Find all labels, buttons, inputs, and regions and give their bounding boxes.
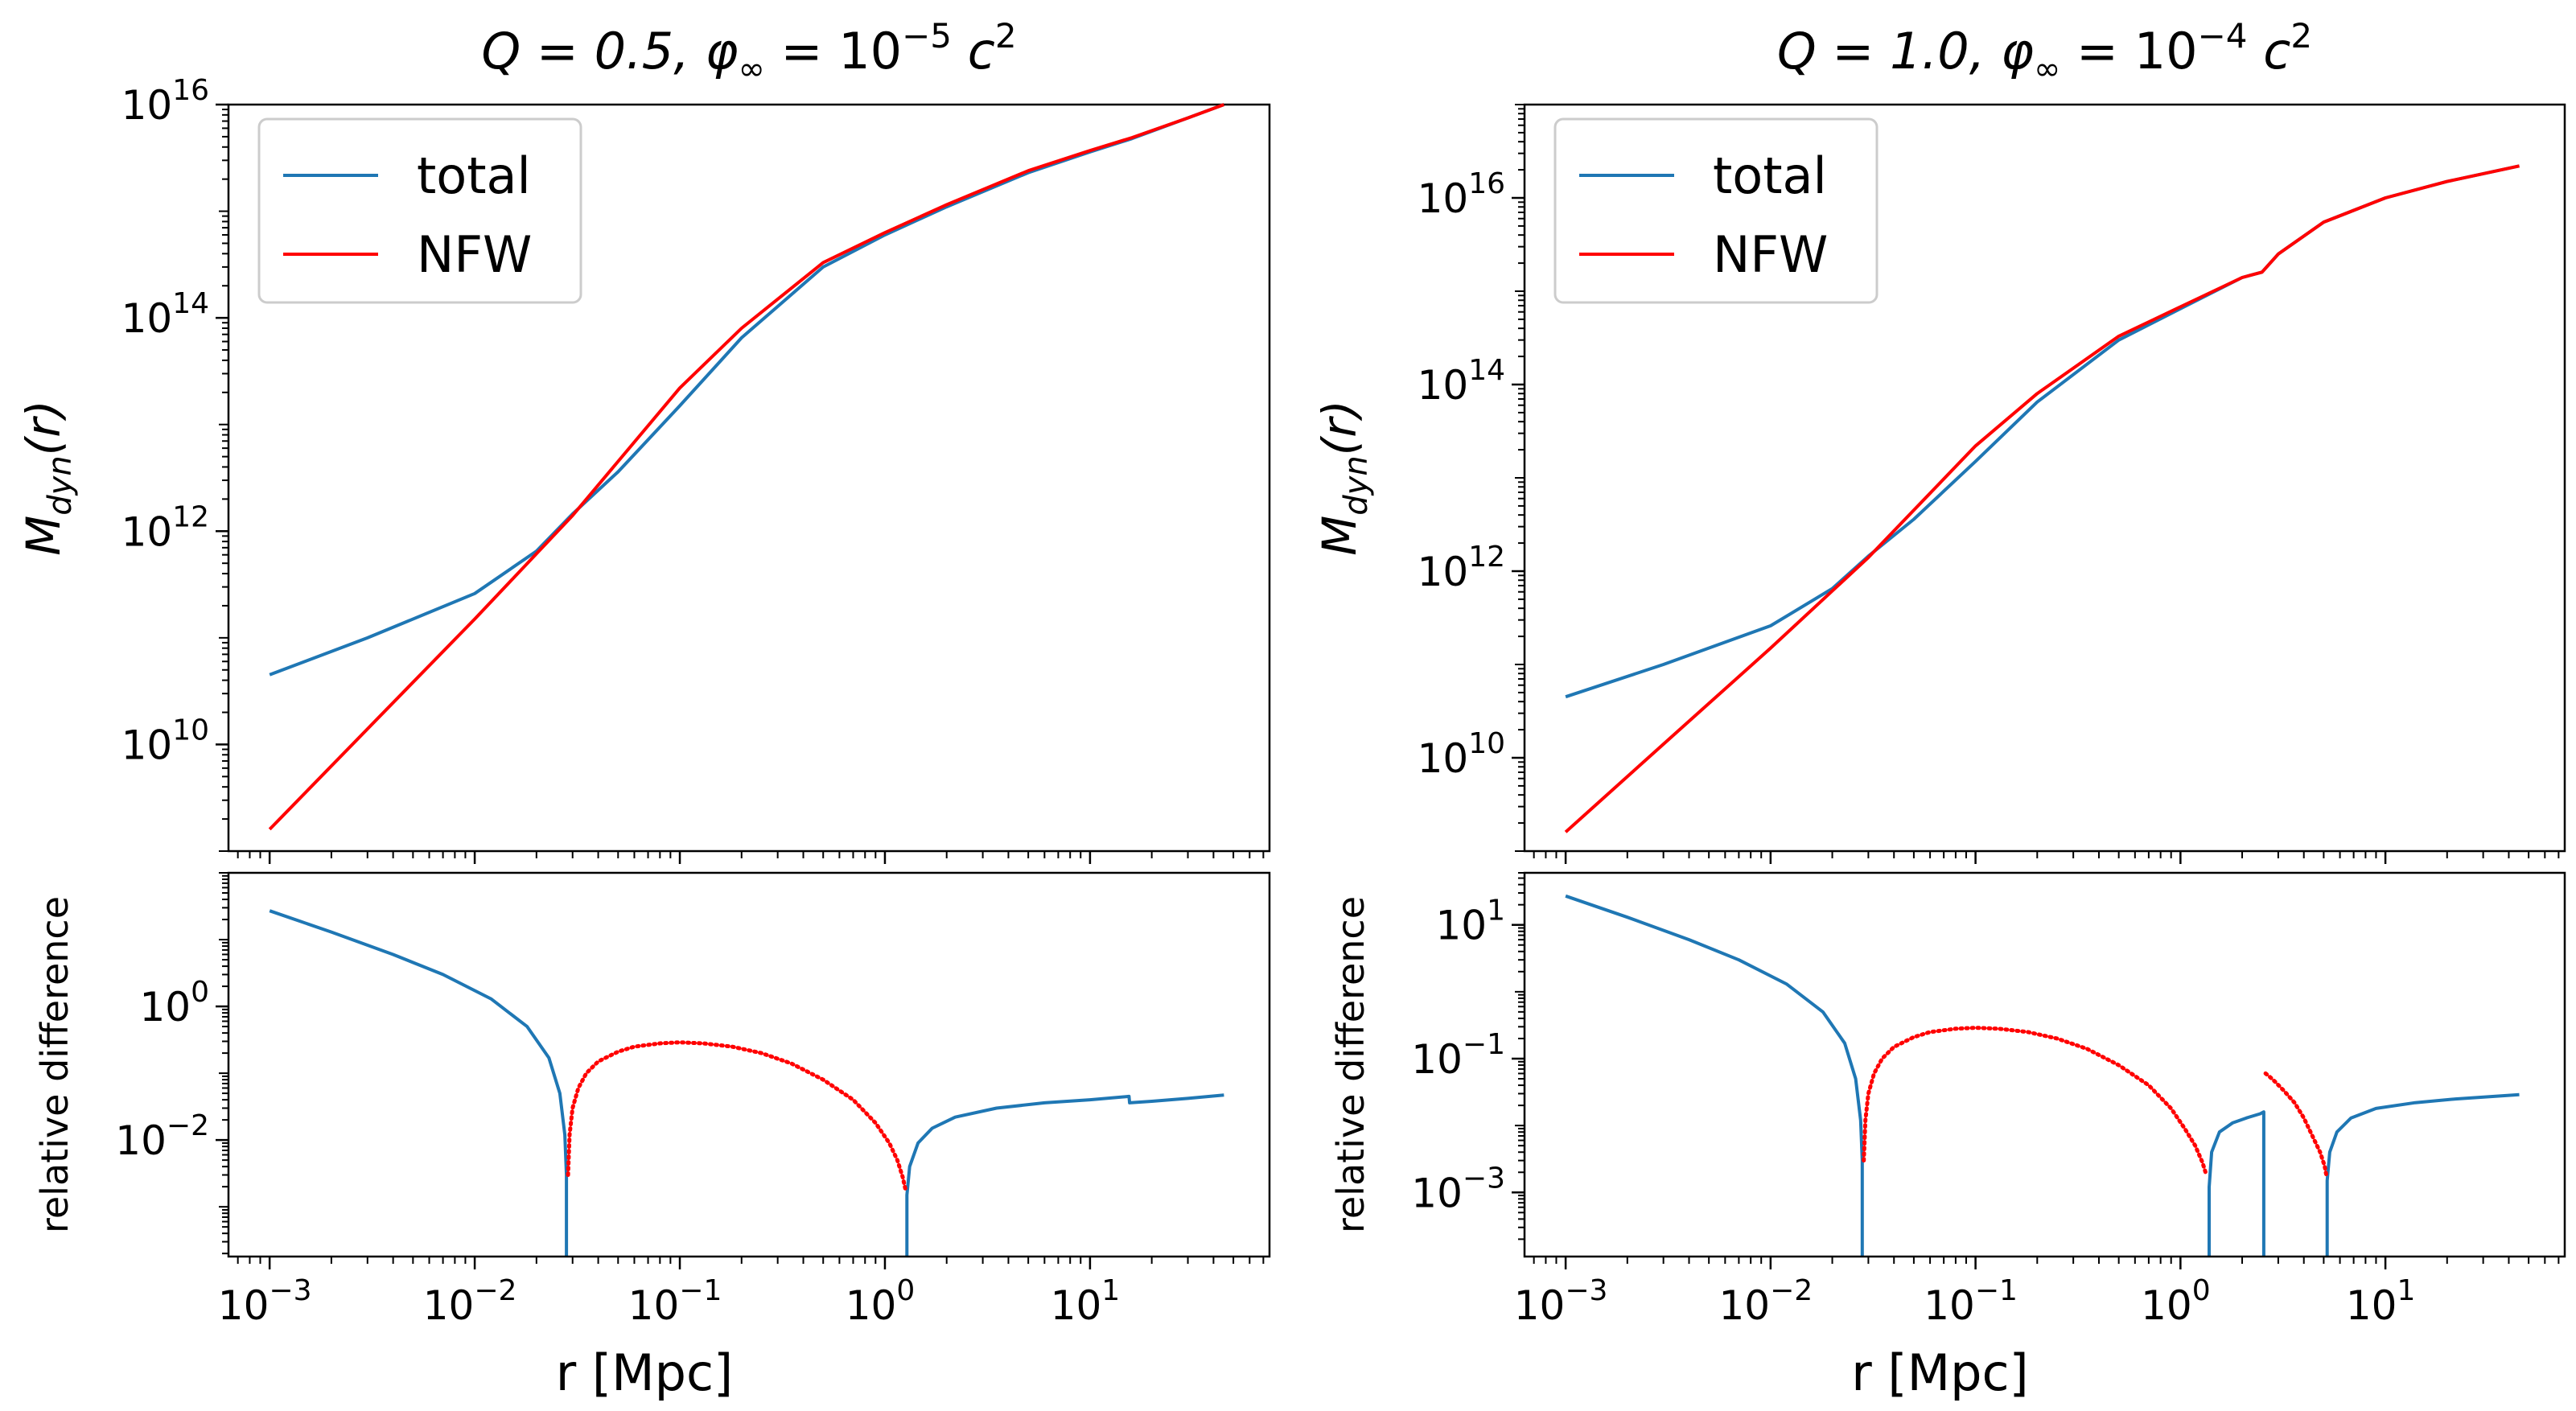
series-line-total-above (2325, 1092, 2520, 1257)
y-tick-label: 10−1 (1411, 1028, 1505, 1083)
axes-frame (1523, 871, 2566, 1258)
x-tick-label: 10−3 (1514, 1274, 1608, 1329)
y-tick-label: 100 (139, 976, 209, 1030)
x-tick-label: 10−2 (1719, 1274, 1813, 1329)
y-axis-label: Mdyn(r) (16, 400, 79, 556)
title-tail: c (2248, 22, 2291, 80)
x-tick-label: 10−1 (628, 1274, 722, 1329)
x-tick-label: 101 (2346, 1274, 2416, 1329)
ylabel-sub: dyn (42, 455, 79, 515)
x-tick-label: 100 (2141, 1274, 2211, 1329)
series-line-total-above (905, 1093, 1224, 1257)
legend-label-nfw: NFW (1713, 225, 1828, 284)
legend-frame (257, 117, 582, 304)
legend-label-nfw: NFW (417, 225, 532, 284)
chart-title: Q = 1.0, φ∞ = 10−4 c2 (1777, 16, 2312, 88)
y-tick-label: 1010 (121, 714, 209, 768)
title-mid: = 10 (765, 22, 902, 80)
panel-top-left: Q = 0.5, φ∞ = 10−5 c2 Mdyn(r) total NFW … (16, 16, 1271, 864)
y-tick-label: 1016 (1418, 167, 1505, 222)
title-tail-exp: 2 (2290, 16, 2312, 56)
x-tick-label: 100 (846, 1274, 916, 1329)
ylabel-tail: (r) (16, 400, 71, 455)
x-tick-label: 10−3 (218, 1274, 312, 1329)
legend-label-total: total (417, 146, 531, 205)
y-tick-label: 1016 (121, 74, 209, 129)
title-tail-exp: 2 (995, 16, 1017, 56)
x-tick-label: 10−2 (423, 1274, 517, 1329)
y-axis-label: Mdyn(r) (1312, 400, 1375, 556)
series-dots-nfw-above (1862, 1026, 2209, 1178)
ylabel-tail: (r) (1312, 400, 1367, 455)
x-tick-label: 101 (1051, 1274, 1121, 1329)
y-tick-label: 10−3 (1411, 1162, 1505, 1216)
panel-top-right: Q = 1.0, φ∞ = 10−4 c2 Mdyn(r) total NFW … (1312, 16, 2566, 864)
panel-bottom-right: relative difference r [Mpc] 10−3 10−2 10−1… (1329, 871, 2566, 1402)
legend: total NFW (257, 117, 582, 304)
title-tail: c (952, 22, 995, 80)
title-main: Q = 0.5, φ (481, 22, 738, 80)
title-exp: −5 (902, 16, 952, 56)
axes-frame (227, 103, 1271, 853)
title-mid: = 10 (2060, 22, 2197, 80)
series-line-nfw (268, 103, 1225, 831)
series-dots-nfw-above (2263, 1071, 2329, 1178)
series-line-nfw (1564, 164, 2520, 833)
ylabel-sub: dyn (1338, 455, 1375, 515)
series-line-total-above (1565, 894, 1864, 1257)
y-tick-label: 10−2 (115, 1109, 209, 1164)
y-tick-label: 1014 (121, 287, 209, 342)
y-tick-label: 1010 (1418, 727, 1505, 782)
y-tick-label: 1014 (1418, 354, 1505, 409)
title-sub: ∞ (2034, 51, 2060, 88)
legend-label-total: total (1713, 146, 1827, 205)
y-axis-label: relative difference (33, 896, 76, 1233)
plot-area (269, 909, 1224, 1257)
title-exp: −4 (2198, 16, 2248, 56)
ylabel-main: M (1312, 516, 1367, 556)
series-dots-nfw-above (566, 1040, 908, 1192)
legend: total NFW (1553, 117, 1879, 304)
axes-frame (227, 871, 1271, 1258)
ylabel-main: M (16, 516, 71, 556)
y-tick-label: 101 (1435, 895, 1505, 949)
title-sub: ∞ (739, 51, 765, 88)
series-line-total-above (269, 909, 569, 1257)
y-tick-label: 1012 (1418, 541, 1505, 595)
series-line-total-above (2208, 1110, 2265, 1257)
legend-frame (1553, 117, 1879, 304)
chart-title: Q = 0.5, φ∞ = 10−5 c2 (481, 16, 1016, 88)
y-tick-label: 1012 (121, 500, 209, 555)
title-main: Q = 1.0, φ (1777, 22, 2034, 80)
x-tick-label: 10−1 (1924, 1274, 2018, 1329)
panel-bottom-left: relative difference r [Mpc] 10−3 10−2 10−1… (33, 871, 1271, 1402)
plot-area (1565, 894, 2520, 1257)
x-axis-label: r [Mpc] (1851, 1343, 2029, 1402)
y-axis-label: relative difference (1329, 896, 1372, 1233)
x-axis-label: r [Mpc] (556, 1343, 734, 1402)
